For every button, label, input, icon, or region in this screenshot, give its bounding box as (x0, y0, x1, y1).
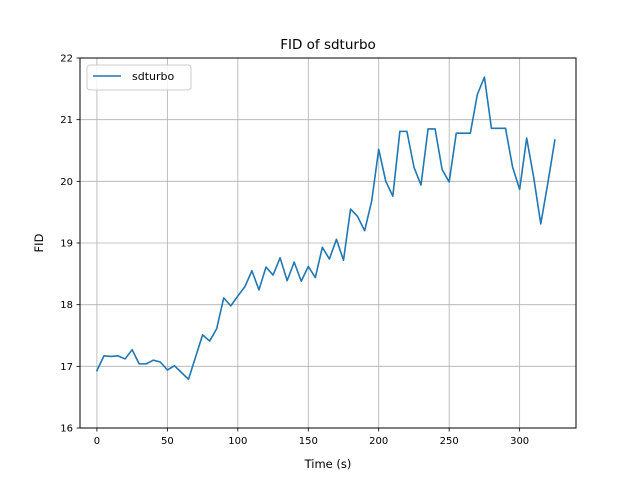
series-layer (95, 76, 556, 381)
series-line-sdturbo (95, 76, 556, 381)
y-axis-label: FID (32, 233, 46, 252)
x-tick-label: 50 (161, 436, 174, 447)
x-tick-label: 0 (94, 436, 100, 447)
axis-ticks: 0 50 100 150 200 250 300 16 17 18 19 20 21 22 (60, 54, 529, 448)
x-tick-label: 100 (228, 436, 247, 447)
legend: sdturbo (86, 64, 192, 91)
y-tick-label: 17 (60, 362, 73, 373)
x-tick-label: 150 (299, 436, 318, 447)
y-tick-label: 18 (60, 300, 73, 311)
y-tick-label: 21 (60, 115, 73, 126)
y-tick-label: 20 (60, 177, 73, 188)
y-tick-label: 22 (60, 54, 73, 65)
y-tick-label: 16 (60, 424, 73, 435)
chart-title: FID of sdturbo (280, 37, 376, 53)
legend-box (86, 64, 192, 91)
x-tick-label: 300 (510, 436, 529, 447)
x-tick-label: 250 (440, 436, 459, 447)
x-axis-label: Time (s) (304, 457, 352, 471)
x-tick-label: 200 (369, 436, 388, 447)
legend-label: sdturbo (132, 70, 175, 83)
y-tick-label: 19 (60, 239, 73, 250)
